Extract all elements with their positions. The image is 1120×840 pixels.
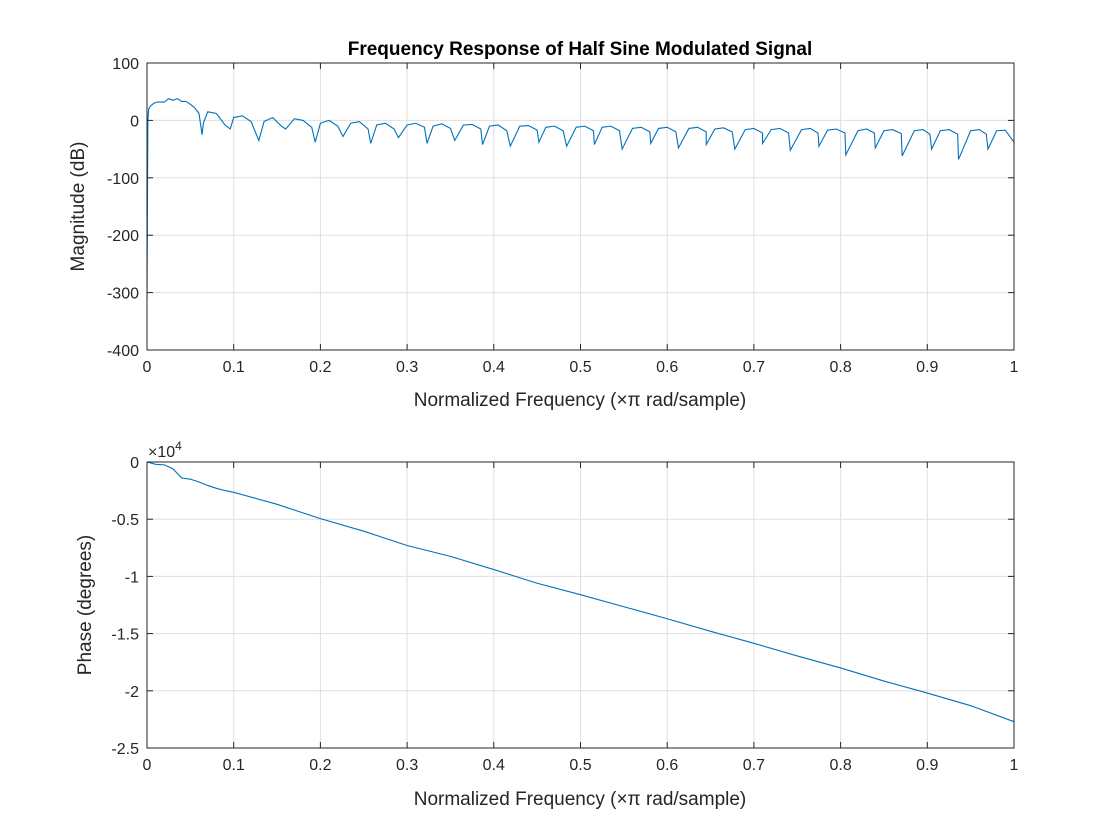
magnitude-series-line [146, 97, 1015, 302]
phase-x-tick-label: 0.6 [656, 757, 678, 774]
phase-y-tick-label: -2 [125, 684, 139, 701]
magnitude-x-tick-label: 0.9 [916, 359, 938, 376]
magnitude-plot: 0 0.1 0.2 0.3 0.4 0.5 0.6 0.7 0.8 0.9 1 -400 -300 -20… [68, 56, 1019, 411]
magnitude-ylabel: Magnitude (dB) [68, 142, 89, 272]
phase-x-tick-label: 0.9 [916, 757, 938, 774]
phase-y-tick-label: -1.5 [111, 627, 139, 644]
magnitude-x-tick-label: 0.2 [309, 359, 331, 376]
magnitude-x-tick-label: 0.4 [483, 359, 505, 376]
phase-x-tick-label: 0 [143, 757, 152, 774]
phase-x-tick-label: 0.3 [396, 757, 418, 774]
figure-title: Frequency Response of Half Sine Modulate… [348, 39, 813, 60]
phase-xlabel: Normalized Frequency (×π rad/sample) [414, 789, 747, 810]
phase-y-tick-label: -0.5 [111, 512, 139, 529]
magnitude-x-tick-label: 0.7 [743, 359, 765, 376]
magnitude-x-tick-label: 0.1 [223, 359, 245, 376]
phase-x-tick-label: 0.7 [743, 757, 765, 774]
magnitude-x-tick-label: 0.3 [396, 359, 418, 376]
magnitude-x-tick-label: 0 [143, 359, 152, 376]
phase-y-tick-label: -2.5 [111, 741, 139, 758]
phase-x-tick-label: 0.1 [223, 757, 245, 774]
phase-y-exponent-power: 4 [175, 439, 182, 453]
magnitude-y-tick-label: 0 [130, 113, 139, 130]
phase-y-exponent: ×104 [148, 439, 182, 461]
phase-x-tick-label: 1 [1010, 757, 1019, 774]
magnitude-y-tick-label: -100 [107, 171, 139, 188]
phase-series-line [146, 461, 1015, 723]
phase-x-tick-label: 0.5 [569, 757, 591, 774]
magnitude-y-tick-label: -200 [107, 228, 139, 245]
magnitude-xlabel: Normalized Frequency (×π rad/sample) [414, 390, 747, 411]
magnitude-x-tick-label: 0.5 [569, 359, 591, 376]
magnitude-x-tick-label: 0.8 [829, 359, 851, 376]
phase-plot: 0 0.1 0.2 0.3 0.4 0.5 0.6 0.7 0.8 0.9 1 -2.5 -2 -1.5 -… [75, 439, 1019, 810]
phase-x-tick-label: 0.8 [829, 757, 851, 774]
phase-x-tick-label: 0.4 [483, 757, 505, 774]
magnitude-y-tick-label: 100 [112, 56, 139, 73]
phase-y-tick-label: 0 [130, 455, 139, 472]
magnitude-y-tick-label: -400 [107, 343, 139, 360]
magnitude-x-tick-label: 0.6 [656, 359, 678, 376]
phase-y-tick-label: -1 [125, 569, 139, 586]
magnitude-y-tick-label: -300 [107, 286, 139, 303]
phase-ylabel: Phase (degrees) [75, 535, 96, 675]
phase-x-tick-label: 0.2 [309, 757, 331, 774]
magnitude-x-tick-label: 1 [1010, 359, 1019, 376]
